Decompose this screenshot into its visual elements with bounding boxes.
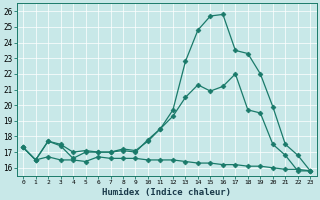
X-axis label: Humidex (Indice chaleur): Humidex (Indice chaleur) — [102, 188, 231, 197]
